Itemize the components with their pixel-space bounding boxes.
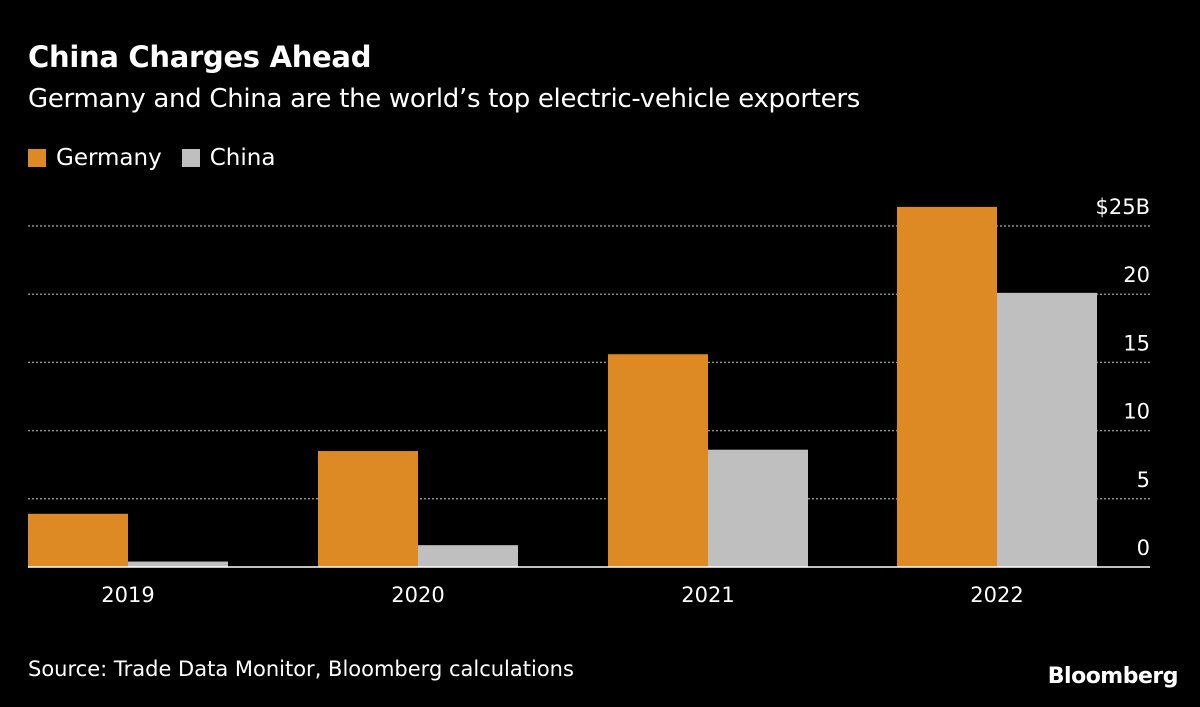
legend-swatch-germany bbox=[28, 149, 46, 167]
x-tick-label: 2020 bbox=[391, 583, 444, 607]
x-tick-label: 2019 bbox=[101, 583, 154, 607]
source-note: Source: Trade Data Monitor, Bloomberg ca… bbox=[28, 657, 574, 681]
bar-germany-2021 bbox=[608, 354, 708, 567]
chart-subtitle: Germany and China are the world’s top el… bbox=[28, 84, 860, 114]
legend-swatch-china bbox=[181, 149, 200, 167]
bar-china-2022 bbox=[997, 292, 1097, 567]
legend-item-germany: Germany bbox=[28, 145, 162, 171]
y-tick-label: 10 bbox=[1123, 400, 1150, 424]
x-tick-label: 2021 bbox=[681, 583, 734, 607]
y-tick-label: 15 bbox=[1123, 331, 1150, 355]
bar-china-2021 bbox=[708, 449, 808, 567]
bloomberg-logo: Bloomberg bbox=[1047, 664, 1179, 689]
bar-germany-2020 bbox=[318, 451, 418, 567]
legend-label: China bbox=[209, 145, 276, 171]
chart-title: China Charges Ahead bbox=[28, 40, 372, 74]
legend-item-china: China bbox=[181, 145, 276, 171]
legend: Germany China bbox=[28, 145, 295, 171]
bar-china-2019 bbox=[128, 561, 228, 567]
bar-china-2020 bbox=[418, 545, 518, 567]
y-tick-label: 20 bbox=[1123, 263, 1150, 287]
x-tick-label: 2022 bbox=[970, 583, 1023, 607]
bar-germany-2019 bbox=[28, 513, 128, 567]
y-tick-label: 5 bbox=[1137, 468, 1150, 492]
y-tick-label: $25B bbox=[1096, 195, 1151, 219]
bar-germany-2022 bbox=[897, 206, 997, 568]
y-tick-label: 0 bbox=[1137, 536, 1150, 560]
legend-label: Germany bbox=[56, 145, 162, 171]
